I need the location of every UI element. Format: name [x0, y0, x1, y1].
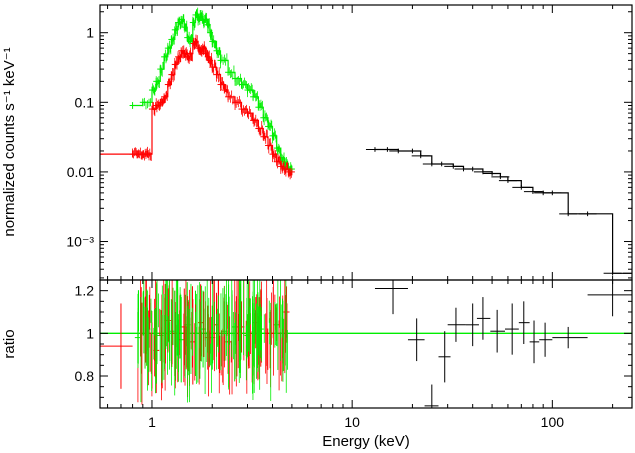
spectrum-series-2-point: [483, 171, 502, 176]
spectrum-series-2-point: [543, 190, 562, 196]
spectrum-series-2-point: [498, 178, 517, 183]
spectrum-series-2-point: [512, 185, 531, 190]
ratio-y-axis-label: ratio: [1, 329, 18, 358]
ratio-series-0-point: [504, 303, 519, 355]
spectrum-y-tick-label: 0.01: [67, 164, 94, 180]
ratio-series-0-point: [518, 301, 530, 344]
ratio-series-0-point: [438, 331, 451, 383]
ratio-series-0-point: [529, 320, 540, 364]
ratio-series-0-point: [447, 307, 466, 342]
ratio-series-0-point: [539, 322, 553, 357]
ratio-series-0-point: [465, 303, 479, 347]
ratio-y-tick-label: 1: [86, 325, 94, 341]
spectrum-series-2-point: [523, 189, 542, 195]
spectrum-y-axis-label: normalized counts s⁻¹ keV⁻¹: [1, 47, 18, 236]
ratio-series-0-point: [407, 318, 425, 362]
ratio-series-0-point: [552, 326, 588, 349]
spectrum-series-2-point: [411, 153, 430, 159]
x-tick-label: 10: [344, 414, 360, 430]
spectrum-series-0-point: [129, 102, 136, 109]
spectrum-series-2-point: [473, 169, 492, 175]
spectrum-y-tick-label: 10⁻³: [66, 234, 94, 250]
spectrum-series-2-point: [378, 147, 397, 152]
ratio-series-0-point: [476, 297, 491, 340]
spectrum-panel-frame: [99, 4, 633, 281]
ratio-y-tick-label: 0.8: [75, 368, 95, 384]
ratio-series-0-point: [424, 384, 439, 408]
spectrum-series-2-point: [578, 211, 597, 217]
spectrum-series-2-point: [623, 270, 632, 276]
x-tick-label: 100: [541, 414, 565, 430]
spectrum-series-2-point: [432, 161, 451, 167]
spectrum-y-tick-label: 1: [86, 25, 94, 41]
spectrum-series-2-point: [444, 164, 463, 169]
spectrum-series-2-point: [403, 148, 422, 154]
ratio-series-0-point: [374, 280, 408, 315]
spectrum-series-2-point: [559, 211, 578, 217]
spectrum-series-2-point: [491, 174, 510, 180]
x-axis-label: Energy (keV): [322, 433, 410, 450]
spectrum-series-2-point: [603, 270, 622, 276]
spectrum-series-1-point: [100, 150, 103, 158]
ratio-series-0-point: [490, 309, 505, 353]
spectrum-series-2-point: [463, 166, 482, 172]
ratio-series-1-point: [100, 303, 133, 389]
x-tick-label: 1: [148, 414, 156, 430]
spectrum-y-tick-label: 0.1: [75, 94, 95, 110]
spectrum-series-2-curve: [375, 148, 632, 274]
ratio-y-tick-label: 1.2: [75, 283, 95, 299]
